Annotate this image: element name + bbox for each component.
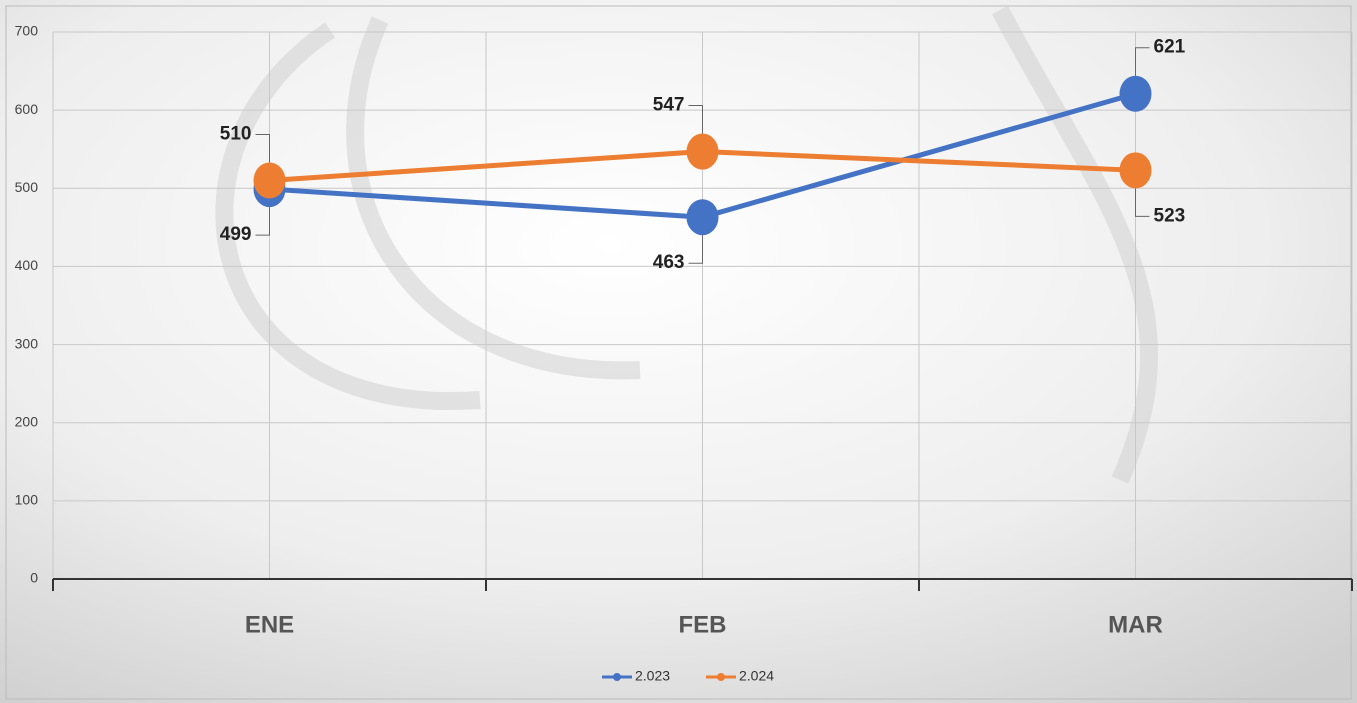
data-label: 499	[220, 224, 252, 245]
legend-label: 2.024	[739, 668, 774, 684]
leader-line	[255, 207, 270, 236]
point	[253, 162, 286, 199]
y-tick-label: 500	[15, 179, 39, 195]
legend-label: 2.023	[635, 668, 670, 684]
point	[686, 199, 719, 236]
data-label: 547	[653, 95, 685, 116]
data-label: 523	[1154, 205, 1186, 226]
point	[686, 133, 719, 170]
y-tick-label: 300	[15, 335, 39, 351]
y-tick-label: 100	[15, 492, 39, 508]
data-label: 510	[220, 123, 252, 144]
frame	[5, 5, 1352, 700]
leader-line	[1135, 188, 1150, 217]
y-tick-label: 700	[15, 23, 39, 39]
y-tick-label: 0	[30, 570, 38, 586]
point	[1119, 75, 1152, 112]
x-tick-label: MAR	[1108, 611, 1163, 638]
leader-line	[688, 105, 703, 134]
y-tick-label: 400	[15, 257, 39, 273]
data-label: 463	[653, 252, 685, 273]
legend-marker	[613, 673, 621, 681]
leader-line	[688, 235, 703, 264]
data-label: 621	[1154, 37, 1186, 58]
x-tick-label: FEB	[679, 611, 727, 638]
legend-marker	[717, 673, 725, 681]
leader-line	[255, 133, 270, 163]
y-tick-label: 600	[15, 101, 39, 117]
y-tick-label: 200	[15, 413, 39, 429]
leader-line	[1135, 47, 1150, 76]
x-tick-label: ENE	[245, 611, 294, 638]
point	[1119, 152, 1152, 189]
